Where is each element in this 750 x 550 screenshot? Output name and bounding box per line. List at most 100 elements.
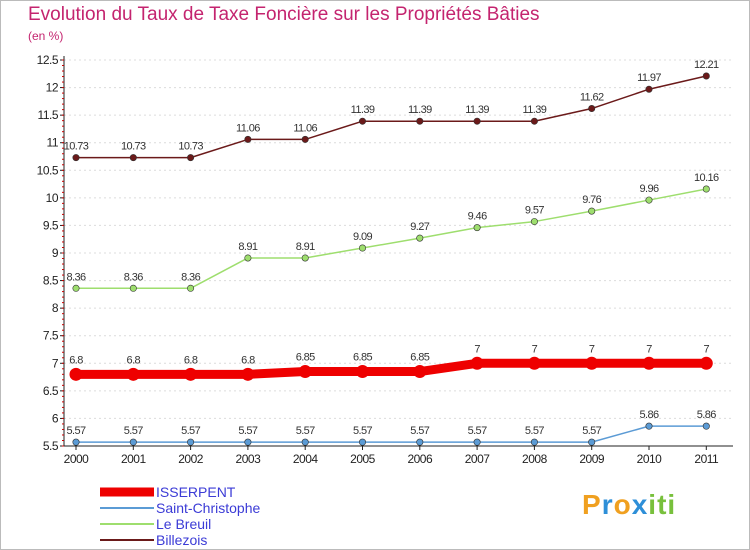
data-label: 6.85	[296, 352, 315, 364]
data-label: 11.39	[351, 104, 375, 116]
data-point	[298, 365, 312, 379]
y-tick-label: 5.5	[43, 439, 59, 453]
data-point	[699, 356, 713, 370]
data-label: 5.57	[238, 425, 257, 437]
x-tick-label: 2010	[637, 452, 663, 466]
data-label: 11.39	[408, 104, 432, 116]
legend-item-le-breuil: Le Breuil	[100, 516, 260, 532]
legend: ISSERPENT Saint-Christophe Le Breuil Bil…	[100, 484, 260, 548]
logo-letter: o	[613, 489, 632, 520]
data-point	[184, 367, 198, 381]
y-tick-label: 10	[46, 191, 59, 205]
data-label: 11.06	[236, 122, 260, 134]
series-line-saint-christophe	[75, 425, 708, 443]
data-point	[187, 154, 195, 162]
data-label: 7	[532, 343, 538, 355]
data-point	[187, 284, 195, 292]
data-point	[129, 438, 137, 446]
data-label: 5.86	[697, 409, 716, 421]
data-point	[527, 356, 541, 370]
data-point	[588, 105, 596, 113]
data-point	[301, 135, 309, 143]
data-point	[413, 365, 427, 379]
data-point	[645, 85, 653, 93]
x-tick-label: 2007	[465, 452, 491, 466]
data-label: 5.57	[468, 425, 487, 437]
legend-label: Saint-Christophe	[156, 500, 261, 516]
data-point	[241, 367, 255, 381]
x-tick-label: 2004	[293, 452, 319, 466]
data-point	[642, 356, 656, 370]
data-point	[645, 422, 653, 430]
data-label: 9.96	[639, 183, 658, 195]
legend-label: Le Breuil	[156, 516, 212, 532]
legend-item-saint-christophe: Saint-Christophe	[100, 500, 260, 516]
series-line-le-breuil	[75, 188, 708, 290]
data-label: 9.09	[353, 231, 372, 243]
data-point	[530, 438, 538, 446]
data-label: 9.27	[410, 221, 429, 233]
data-point	[72, 284, 80, 292]
data-label: 6.85	[353, 352, 372, 364]
data-point	[585, 356, 599, 370]
data-label: 6.8	[241, 354, 255, 366]
data-point	[129, 154, 137, 162]
data-label: 11.62	[580, 92, 604, 104]
data-point	[473, 224, 481, 232]
data-point	[416, 234, 424, 242]
data-label: 8.91	[296, 241, 315, 253]
data-label: 7	[646, 343, 652, 355]
x-tick-label: 2008	[522, 452, 548, 466]
data-point	[356, 365, 369, 379]
logo-letter: i	[667, 489, 677, 520]
data-label: 5.57	[353, 425, 372, 437]
data-label: 11.39	[523, 104, 547, 116]
chart-subtitle: (en %)	[28, 29, 64, 43]
data-label: 5.57	[124, 425, 143, 437]
series-line-isserpent	[71, 358, 711, 379]
x-tick-label: 2002	[178, 452, 204, 466]
data-label: 6.85	[410, 352, 429, 364]
y-tick-label: 12.5	[37, 53, 59, 67]
data-point	[358, 244, 366, 252]
y-tick-label: 7.5	[43, 329, 59, 343]
data-label: 5.57	[525, 425, 544, 437]
data-point	[588, 207, 596, 215]
data-label: 10.73	[64, 141, 89, 153]
data-label: 6.8	[69, 354, 83, 366]
y-tick-label: 9	[52, 246, 59, 260]
data-point	[129, 284, 137, 292]
data-point	[244, 135, 252, 143]
data-label: 5.57	[582, 425, 601, 437]
data-point	[72, 154, 80, 162]
logo-letter: P	[582, 489, 602, 520]
logo-letter: r	[601, 489, 614, 520]
data-point	[187, 438, 195, 446]
data-label: 9.76	[582, 194, 601, 206]
chart-title: Evolution du Taux de Taxe Foncière sur l…	[28, 4, 540, 25]
data-point	[702, 72, 710, 80]
data-label: 5.57	[296, 425, 315, 437]
data-point	[530, 117, 538, 125]
data-label: 11.97	[637, 72, 661, 84]
data-label: 8.36	[66, 271, 85, 283]
data-label: 7	[589, 343, 595, 355]
data-point	[473, 117, 481, 125]
data-point	[358, 117, 366, 125]
data-label: 6.8	[127, 354, 141, 366]
data-label: 5.57	[66, 425, 85, 437]
data-label: 10.73	[178, 141, 203, 153]
data-point	[244, 254, 252, 262]
data-point	[416, 438, 424, 446]
y-tick-label: 11	[47, 136, 59, 150]
data-point	[702, 185, 710, 193]
y-tick-label: 11.5	[38, 108, 59, 122]
data-label: 5.57	[181, 425, 200, 437]
data-point	[645, 196, 653, 204]
data-point	[530, 218, 538, 226]
legend-label: Billezois	[156, 532, 208, 548]
legend-label: ISSERPENT	[156, 484, 236, 500]
x-tick-label: 2006	[407, 452, 433, 466]
data-label: 5.57	[410, 425, 429, 437]
